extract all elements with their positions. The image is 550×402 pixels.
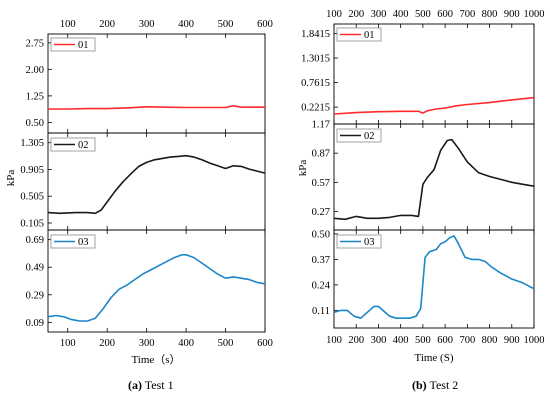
legend-03: 03 bbox=[336, 234, 382, 249]
legend-label: 02 bbox=[78, 140, 89, 151]
y-tick-label: 0.09 bbox=[26, 318, 44, 329]
y-tick-label: 1.17 bbox=[312, 120, 330, 131]
caption-test-1: (a) Test 1 bbox=[128, 378, 174, 393]
legend-01: 01 bbox=[336, 27, 382, 42]
x-tick-label-top: 500 bbox=[415, 9, 431, 20]
x-tick-label-bottom: 400 bbox=[393, 335, 409, 346]
chart-2-panel-3: 0.11 0.24 0.37 0.50 03 bbox=[312, 229, 535, 329]
y-tick-label: 2.00 bbox=[26, 65, 44, 76]
x-tick-label-top: 400 bbox=[178, 19, 194, 30]
chart-1-panel-2: 0.105 0.505 0.905 1.305 02 bbox=[20, 132, 266, 231]
y-tick-label: 0.11 bbox=[312, 306, 330, 317]
x-tick-label-top: 600 bbox=[257, 19, 273, 30]
x-tick-label-bottom: 200 bbox=[99, 338, 115, 349]
x-tick-label-top: 1000 bbox=[524, 9, 545, 20]
legend-02: 02 bbox=[336, 128, 382, 143]
x-tick-label-top: 300 bbox=[139, 19, 155, 30]
chart-1-panel-1: 0.50 1.25 2.00 2.75 01 bbox=[26, 33, 266, 134]
caption-test-1-tag: (a) bbox=[128, 378, 142, 392]
y-tick-label: 0.50 bbox=[26, 118, 44, 129]
x-tick-label-bottom: 1000 bbox=[524, 335, 545, 346]
y-tick-label: 0.87 bbox=[312, 149, 330, 160]
caption-test-2-tag: (b) bbox=[412, 378, 427, 392]
y-tick-label: 0.37 bbox=[312, 255, 330, 266]
x-tick-label-bottom: 100 bbox=[60, 338, 76, 349]
x-tick-label-bottom: 500 bbox=[218, 338, 234, 349]
y-tick-label: 0.57 bbox=[312, 178, 330, 189]
chart-2-panel-1: 0.2215 0.7615 1.3015 1.8415 01 bbox=[301, 23, 535, 125]
x-tick-label-top: 700 bbox=[459, 9, 475, 20]
x-tick-label-bottom: 400 bbox=[178, 338, 194, 349]
x-tick-label-top: 100 bbox=[60, 19, 76, 30]
panel-frame bbox=[333, 229, 535, 329]
series-01-line bbox=[48, 105, 265, 110]
y-tick-label: 0.50 bbox=[312, 229, 330, 240]
x-tick-label-top: 100 bbox=[326, 9, 342, 20]
x-tick-label-bottom: 300 bbox=[371, 335, 387, 346]
series-03-line bbox=[47, 254, 266, 322]
x-tick-label-bottom: 100 bbox=[326, 335, 342, 346]
legend-label: 02 bbox=[364, 131, 375, 142]
y-tick-label: 1.25 bbox=[26, 91, 44, 102]
y-tick-label: 0.905 bbox=[20, 165, 44, 176]
panel-frame bbox=[47, 229, 266, 333]
x-tick-label-bottom: 600 bbox=[437, 335, 453, 346]
x-axis-label: Time（s） bbox=[131, 353, 180, 366]
x-tick-label-top: 900 bbox=[504, 9, 520, 20]
chart-1: 0.50 1.25 2.00 2.75 01 0.105 0.505 0.905 1.305 02… bbox=[5, 19, 273, 366]
series-01-line bbox=[333, 96, 535, 115]
x-tick-label-top: 200 bbox=[99, 19, 115, 30]
y-tick-label: 0.7615 bbox=[301, 78, 330, 89]
legend-label: 03 bbox=[78, 237, 89, 248]
y-tick-label: 2.75 bbox=[26, 38, 44, 49]
x-tick-label-bottom: 800 bbox=[482, 335, 498, 346]
legend-label: 03 bbox=[364, 237, 375, 248]
legend-03: 03 bbox=[50, 234, 96, 249]
legend-01: 01 bbox=[50, 37, 96, 52]
x-tick-label-top: 800 bbox=[482, 9, 498, 20]
y-tick-label: 0.69 bbox=[26, 235, 44, 246]
caption-test-2: (b) Test 2 bbox=[412, 378, 458, 393]
legend-label: 01 bbox=[364, 30, 375, 41]
y-tick-label: 1.3015 bbox=[301, 54, 330, 65]
x-tick-label-top: 200 bbox=[348, 9, 364, 20]
x-tick-label-bottom: 200 bbox=[348, 335, 364, 346]
series-02-line bbox=[47, 154, 266, 215]
y-axis-label: kPa bbox=[5, 170, 17, 187]
x-tick-label-top: 500 bbox=[218, 19, 234, 30]
x-axis-label: Time (S) bbox=[414, 352, 453, 364]
chart-2-panel-2: 0.27 0.57 0.87 1.17 02 bbox=[312, 120, 535, 231]
legend-label: 01 bbox=[78, 40, 89, 51]
y-tick-label: 0.24 bbox=[312, 280, 331, 291]
y-tick-label: 0.29 bbox=[26, 290, 44, 301]
x-tick-label-bottom: 300 bbox=[139, 338, 155, 349]
legend-02: 02 bbox=[50, 137, 96, 152]
caption-test-1-text: Test 1 bbox=[144, 378, 174, 392]
x-tick-label-bottom: 500 bbox=[415, 335, 431, 346]
y-axis-label: kPa bbox=[297, 160, 309, 177]
y-tick-label: 0.105 bbox=[20, 218, 44, 229]
x-tick-label-top: 400 bbox=[393, 9, 409, 20]
y-tick-label: 0.2215 bbox=[301, 103, 330, 114]
series-03-line bbox=[333, 235, 535, 320]
chart-2: 0.2215 0.7615 1.3015 1.8415 01 0.27 0.57 0.87 1.… bbox=[297, 9, 545, 364]
x-tick-label-top: 600 bbox=[437, 9, 453, 20]
y-tick-label: 0.49 bbox=[26, 263, 44, 274]
caption-test-2-text: Test 2 bbox=[429, 378, 459, 392]
x-tick-label-top: 300 bbox=[371, 9, 387, 20]
x-tick-label-bottom: 600 bbox=[257, 338, 273, 349]
x-tick-label-bottom: 900 bbox=[504, 335, 520, 346]
chart-1-panel-3: 0.09 0.29 0.49 0.69 03 bbox=[26, 229, 266, 333]
y-tick-label: 0.505 bbox=[20, 192, 44, 203]
y-tick-label: 1.8415 bbox=[301, 29, 330, 40]
y-tick-label: 1.305 bbox=[20, 138, 44, 149]
x-tick-label-bottom: 700 bbox=[459, 335, 475, 346]
series-02-line bbox=[333, 138, 535, 221]
y-tick-label: 0.27 bbox=[312, 207, 330, 218]
